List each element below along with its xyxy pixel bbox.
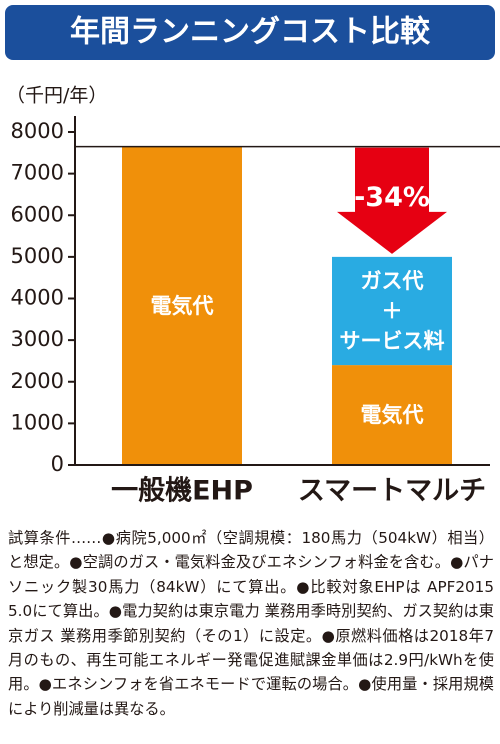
- bar-segment: [122, 146, 242, 465]
- y-tick-label: 0: [51, 452, 64, 476]
- annotation: -34%: [354, 182, 430, 213]
- bar-segment: [332, 365, 452, 465]
- segment-label: ガス代 ＋ サービス料: [339, 268, 445, 353]
- y-tick-label: 6000: [11, 202, 64, 226]
- y-tick-label: 7000: [11, 161, 64, 185]
- y-tick-label: 4000: [11, 286, 64, 310]
- note: 試算条件……●病院5,000㎡（空調規模：180馬力（504kW）相当）と想定。…: [8, 529, 500, 718]
- y-axis-label: （千円/年）: [6, 85, 107, 107]
- y-tick-label: 2000: [11, 369, 64, 393]
- y-tick-label: 3000: [11, 327, 64, 351]
- chart-title: 年間ランニングコスト比較: [70, 15, 431, 50]
- segment-label: 電気代: [360, 403, 424, 428]
- y-tick-label: 8000: [11, 119, 64, 143]
- y-tick-label: 1000: [11, 410, 64, 434]
- x-tick-label: 一般機EHP: [111, 475, 253, 507]
- bar-segment: [332, 256, 452, 366]
- x-tick-label: スマートマルチ: [298, 476, 486, 507]
- segment-label: 電気代: [150, 293, 214, 318]
- title-banner: [5, 5, 495, 60]
- y-tick-label: 5000: [11, 244, 64, 268]
- reduction-arrow: [337, 147, 447, 254]
- chart: 年間ランニングコスト比較 （千円/年） 0 1000 2000 3000 4000 500…: [5, 5, 500, 507]
